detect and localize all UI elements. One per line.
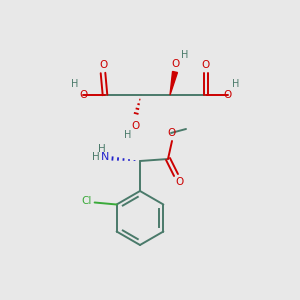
Text: H: H — [92, 152, 100, 162]
Text: H: H — [181, 50, 189, 60]
Text: O: O — [202, 60, 210, 70]
Text: O: O — [224, 90, 232, 100]
Text: Cl: Cl — [81, 196, 92, 206]
Text: H: H — [71, 79, 79, 89]
Polygon shape — [170, 71, 177, 95]
Text: N: N — [101, 152, 109, 162]
Text: O: O — [131, 121, 139, 131]
Text: O: O — [99, 60, 107, 70]
Text: H: H — [98, 144, 106, 154]
Text: H: H — [124, 130, 132, 140]
Text: O: O — [175, 177, 183, 187]
Text: O: O — [172, 59, 180, 69]
Text: H: H — [232, 79, 240, 89]
Text: O: O — [79, 90, 87, 100]
Text: O: O — [167, 128, 175, 138]
